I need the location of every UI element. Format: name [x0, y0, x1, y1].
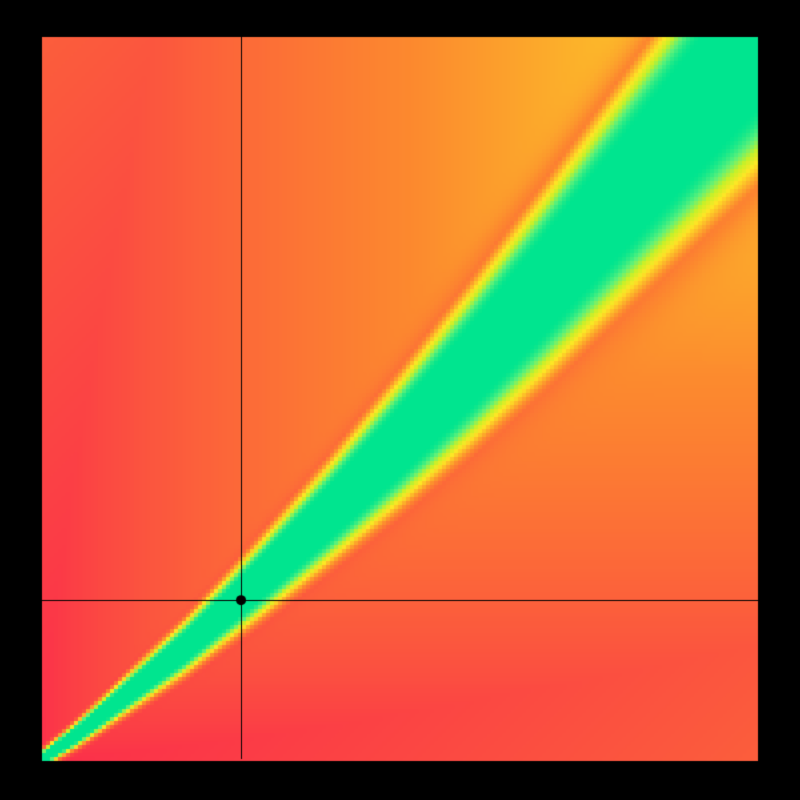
- heatmap-canvas: [0, 0, 800, 800]
- watermark-label: TheBottleneck.com: [582, 6, 800, 33]
- chart-frame: TheBottleneck.com: [0, 0, 800, 800]
